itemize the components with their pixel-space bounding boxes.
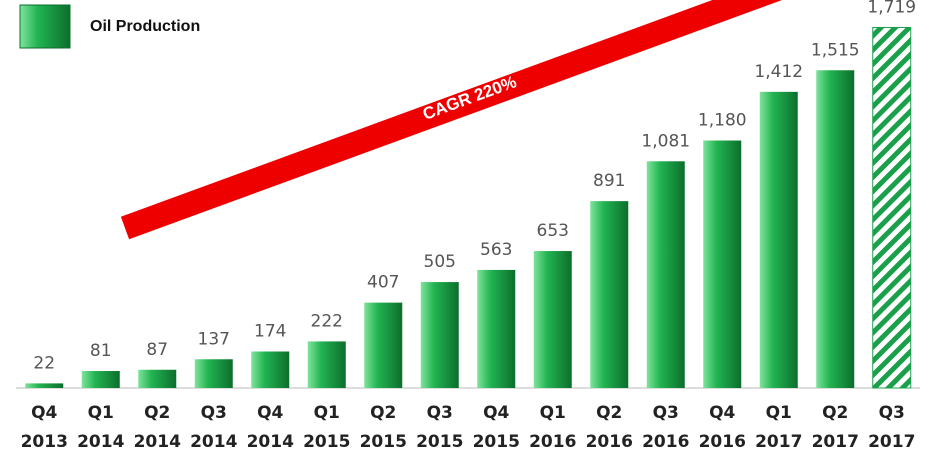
bar bbox=[872, 26, 912, 389]
x-tick-label: 2015 bbox=[360, 432, 407, 452]
value-label: 87 bbox=[146, 340, 168, 360]
x-tick-label: Q1 bbox=[88, 403, 114, 423]
bar bbox=[646, 161, 685, 388]
x-tick-label: 2015 bbox=[416, 432, 463, 452]
x-tick-label: Q1 bbox=[540, 403, 566, 423]
trend-band bbox=[120, 0, 783, 240]
value-label: 222 bbox=[311, 311, 343, 331]
bar bbox=[138, 369, 177, 388]
value-label: 174 bbox=[254, 322, 286, 342]
x-tick-label: 2016 bbox=[642, 432, 689, 452]
value-label: 1,515 bbox=[811, 40, 860, 60]
bar bbox=[759, 91, 798, 388]
x-tick-label: Q4 bbox=[31, 403, 57, 423]
bar bbox=[25, 383, 64, 388]
bar bbox=[194, 359, 233, 388]
value-label: 81 bbox=[90, 341, 112, 361]
x-tick-label: 2014 bbox=[190, 432, 237, 452]
x-tick-label: Q4 bbox=[709, 403, 735, 423]
bar bbox=[81, 371, 120, 388]
legend-label: Oil Production bbox=[90, 18, 200, 35]
x-tick-label: Q2 bbox=[822, 403, 848, 423]
bar bbox=[590, 201, 629, 388]
x-tick-label: 2014 bbox=[247, 432, 294, 452]
value-label: 1,412 bbox=[754, 62, 803, 82]
bar bbox=[533, 251, 572, 388]
x-tick-label: Q3 bbox=[653, 403, 679, 423]
x-tick-label: 2014 bbox=[77, 432, 124, 452]
x-tick-label: 2015 bbox=[303, 432, 350, 452]
bar bbox=[251, 351, 290, 388]
bar bbox=[477, 269, 516, 388]
x-tick-label: Q4 bbox=[483, 403, 509, 423]
legend-swatch bbox=[19, 4, 71, 49]
value-label: 1,081 bbox=[641, 131, 690, 151]
x-tick-label: Q3 bbox=[427, 403, 453, 423]
bar bbox=[307, 341, 346, 388]
bar bbox=[703, 140, 742, 388]
x-tick-label: 2015 bbox=[473, 432, 520, 452]
value-label: 22 bbox=[33, 353, 55, 373]
x-tick-label: 2017 bbox=[812, 432, 859, 452]
x-tick-label: Q2 bbox=[370, 403, 396, 423]
x-tick-label: Q1 bbox=[314, 403, 340, 423]
x-tick-label: 2013 bbox=[21, 432, 68, 452]
x-tick-label: 2017 bbox=[755, 432, 802, 452]
bar bbox=[364, 302, 403, 388]
x-tick-label: 2016 bbox=[699, 432, 746, 452]
value-label: 1,719 bbox=[867, 0, 916, 17]
value-label: 891 bbox=[593, 171, 625, 191]
x-tick-label: 2016 bbox=[586, 432, 633, 452]
value-label: 653 bbox=[537, 221, 569, 241]
value-label: 505 bbox=[424, 252, 456, 272]
x-tick-label: Q1 bbox=[766, 403, 792, 423]
x-tick-label: 2017 bbox=[868, 432, 915, 452]
x-tick-label: Q4 bbox=[257, 403, 283, 423]
x-tick-label: Q3 bbox=[879, 403, 905, 423]
x-tick-label: Q3 bbox=[201, 403, 227, 423]
bar bbox=[816, 70, 855, 388]
value-label: 1,180 bbox=[698, 111, 747, 131]
value-label: 563 bbox=[480, 240, 512, 260]
x-tick-label: Q2 bbox=[144, 403, 170, 423]
bar bbox=[420, 282, 459, 388]
x-tick-label: 2016 bbox=[529, 432, 576, 452]
value-label: 407 bbox=[367, 273, 399, 293]
value-label: 137 bbox=[198, 329, 230, 349]
x-tick-label: 2014 bbox=[134, 432, 181, 452]
x-tick-label: Q2 bbox=[596, 403, 622, 423]
